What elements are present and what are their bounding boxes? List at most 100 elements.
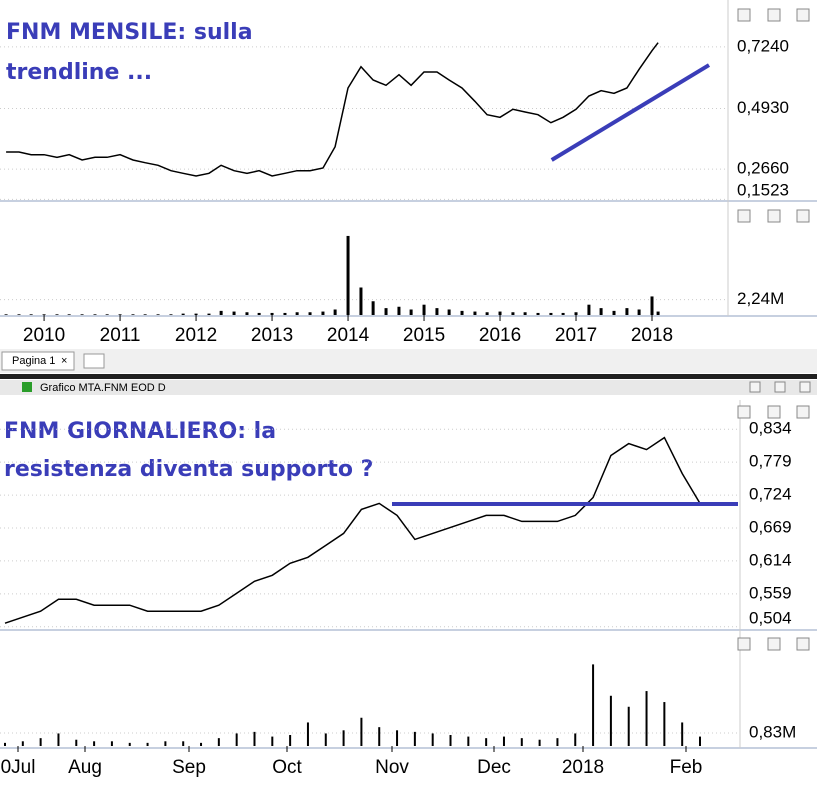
x-tick-label: 2016: [479, 325, 521, 346]
volume-bar: [502, 736, 505, 746]
y-tick-label: 0,1523: [737, 180, 789, 199]
volume-bar: [207, 313, 211, 315]
volume-bar: [378, 727, 381, 746]
button[interactable]: [796, 209, 810, 223]
volume-bar: [609, 695, 612, 746]
y-tick-label: 0,2660: [737, 159, 789, 178]
volume-bar: [257, 312, 261, 315]
volume-bar: [384, 308, 388, 315]
volume-bar: [21, 741, 24, 746]
new-tab[interactable]: [83, 353, 105, 369]
volume-bar: [520, 738, 523, 746]
volume-bar: [110, 741, 113, 746]
volume-bar: [599, 308, 603, 315]
chart-title: FNM MENSILE: sulla: [6, 20, 253, 45]
button[interactable]: [796, 637, 810, 651]
volume-bar: [143, 314, 147, 315]
volume-bar: [342, 730, 345, 746]
y-tick-label: 0,83M: [749, 722, 796, 741]
volume-bar: [200, 742, 203, 746]
volume-bar: [283, 312, 287, 315]
button[interactable]: [799, 381, 811, 393]
volume-bar: [699, 736, 701, 746]
volume-bar: [93, 314, 97, 315]
window-buttons: [737, 8, 811, 651]
volume-bar: [359, 287, 363, 315]
button[interactable]: [767, 405, 781, 419]
x-tick-label: Dec: [477, 757, 511, 778]
volume-bar: [574, 733, 577, 746]
button[interactable]: [796, 8, 810, 22]
volume-bar: [447, 309, 451, 315]
volume-bar: [592, 664, 595, 746]
button[interactable]: [737, 405, 751, 419]
button[interactable]: [737, 637, 751, 651]
volume-bar: [156, 314, 160, 315]
volume-bar: [271, 736, 274, 746]
price-line: [4, 436, 701, 624]
x-tick-label: 2015: [403, 325, 445, 346]
volume-bar: [449, 735, 452, 746]
volume-bar: [289, 735, 292, 746]
x-tick-label: 0Jul: [1, 757, 36, 778]
volume-bar: [245, 312, 249, 315]
volume-bar: [182, 741, 185, 746]
volume-bar: [219, 310, 223, 315]
volume-bar: [485, 738, 488, 746]
volume-bar: [431, 733, 434, 746]
volume-bar: [498, 311, 502, 315]
x-tick-label: 2011: [100, 325, 141, 346]
volume-bar: [645, 691, 648, 746]
volume-bar: [409, 309, 413, 315]
volume-bar: [128, 742, 131, 746]
volume-bar: [681, 722, 684, 746]
y-tick-label: 0,4930: [737, 98, 789, 117]
y-tick-label: 0,834: [749, 419, 792, 438]
volume-bar: [118, 314, 122, 315]
icon: [22, 382, 32, 392]
divider: [0, 374, 817, 379]
volume-bar: [536, 312, 540, 315]
volume-bar: [308, 312, 312, 315]
button[interactable]: [767, 209, 781, 223]
x-tick-label: 2018: [562, 757, 604, 778]
tab-close[interactable]: ×: [61, 355, 67, 367]
volume-bar: [485, 312, 489, 315]
button[interactable]: [737, 209, 751, 223]
volume-bar: [663, 702, 666, 746]
volume-bar: [4, 314, 8, 315]
tab-label[interactable]: Pagina 1: [12, 355, 55, 367]
button[interactable]: [767, 637, 781, 651]
volume-bar: [371, 301, 375, 315]
volume-bar: [55, 314, 59, 315]
button[interactable]: [749, 381, 761, 393]
volume-bar: [656, 311, 660, 315]
volume-bar: [80, 314, 84, 315]
volume-bar: [422, 304, 426, 315]
volume-bar: [4, 742, 6, 746]
button[interactable]: [767, 8, 781, 22]
volume-bar: [164, 741, 167, 746]
volume-bar: [413, 731, 416, 746]
volume-bar: [67, 314, 71, 315]
volume-bar: [435, 308, 439, 315]
volume-bar: [333, 309, 337, 315]
volume-bar: [169, 314, 173, 315]
button[interactable]: [796, 405, 810, 419]
frames: [0, 0, 817, 749]
tab[interactable]: [1, 351, 75, 371]
y-tick-label: 0,669: [749, 517, 792, 536]
button[interactable]: [774, 381, 786, 393]
volume-bar: [146, 742, 149, 746]
volume-bar: [574, 312, 578, 315]
volume-bar: [131, 314, 135, 315]
volume-bar: [17, 314, 21, 315]
x-tick-label: 2010: [23, 325, 65, 346]
volume-bar: [253, 731, 256, 746]
volume-bar: [473, 311, 477, 315]
volume-bar: [39, 738, 42, 746]
volume-bar: [360, 717, 363, 746]
button[interactable]: [737, 8, 751, 22]
volume-bar: [650, 296, 654, 315]
